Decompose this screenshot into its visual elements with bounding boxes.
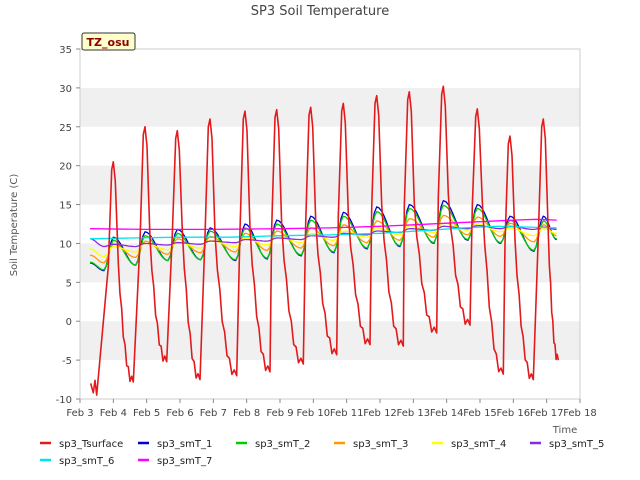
legend-label-sp3_smT_5: sp3_smT_5 [549,439,604,450]
legend-label-sp3_smT_4: sp3_smT_4 [451,439,506,450]
y-tick-label: -5 [62,356,72,367]
series-line-sp3_smT_7 [89,218,557,231]
legend-label-sp3_smT_3: sp3_smT_3 [353,439,408,450]
x-tick-label: Feb 14 [430,408,464,419]
plot-frame [79,48,581,400]
chart-title: SP3 Soil Temperature [251,4,389,19]
badge-label: TZ_osu [87,36,130,49]
grid-band [80,165,580,205]
x-tick-label: Feb 10 [297,408,331,419]
site-badge: TZ_osu [81,32,136,51]
legend-label-sp3_smT_7: sp3_smT_7 [157,456,212,467]
x-tick-label: Feb 17 [530,408,564,419]
series-line-sp3_Tsurface [89,85,560,396]
x-tick-label: Feb 11 [330,408,364,419]
legend-label-sp3_smT_6: sp3_smT_6 [59,456,114,467]
y-tick-label: 15 [59,201,72,212]
x-tick-label: Feb 5 [133,408,160,419]
y-tick-label: 30 [59,84,72,95]
series-group [89,85,560,396]
x-tick-label: Feb 12 [363,408,397,419]
y-tick-label: 5 [66,278,72,289]
x-axis-ticks: Feb 3 Feb 4 Feb 5 Feb 6 Feb 7 Feb 8 Feb 9 Feb 1… [66,399,597,419]
grid-band [80,87,580,127]
x-axis-label: Time [552,425,577,436]
y-tick-label: -10 [56,395,72,406]
y-tick-label: 20 [59,162,72,173]
legend-label-sp3_Tsurface: sp3_Tsurface [59,439,123,450]
y-tick-label: 35 [59,45,72,56]
series-line-sp3_smT_3 [89,214,557,264]
x-tick-label: Feb 4 [100,408,127,419]
legend-label-sp3_smT_1: sp3_smT_1 [157,439,212,450]
x-tick-label: Feb 9 [266,408,293,419]
x-tick-label: Feb 15 [463,408,497,419]
y-tick-label: 25 [59,123,72,134]
x-tick-label: Feb 3 [66,408,93,419]
y-axis-ticks: -10 -5 0 5 10 15 20 25 30 35 [56,45,80,406]
grid-bands [80,49,580,399]
series-line-sp3_smT_2 [89,204,557,271]
x-tick-label: Feb 8 [233,408,260,419]
legend-label-sp3_smT_2: sp3_smT_2 [255,439,310,450]
x-tick-label: Feb 7 [200,408,227,419]
badge-box [81,32,136,51]
y-tick-label: 0 [66,317,72,328]
x-tick-label: Feb 18 [563,408,597,419]
x-tick-label: Feb 16 [497,408,531,419]
y-tick-label: 10 [59,239,72,250]
legend: sp3_Tsurface sp3_smT_1 sp3_smT_2 sp3_smT_3 s… [40,439,604,467]
x-tick-label: Feb 6 [166,408,193,419]
y-axis-label: Soil Temperature (C) [9,174,20,277]
x-tick-label: Feb 13 [397,408,431,419]
